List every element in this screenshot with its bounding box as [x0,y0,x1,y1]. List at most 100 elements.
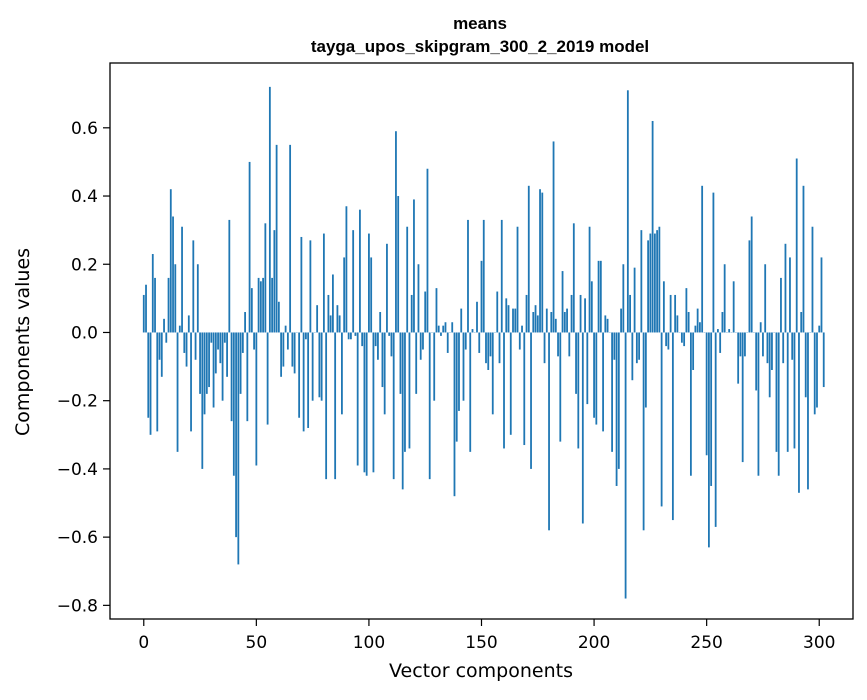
x-tick-label: 50 [246,633,268,653]
bar [186,332,188,366]
bar [251,288,253,332]
bar [172,217,174,333]
y-tick-label: 0.6 [71,119,98,139]
bar [406,227,408,333]
bar [481,261,483,333]
bar [346,206,348,332]
bar [496,292,498,333]
bar [706,332,708,455]
bar [287,332,289,349]
bar [616,332,618,486]
bar [373,332,375,472]
bar [330,315,332,332]
bar [440,332,442,335]
bar [445,322,447,332]
bar [282,332,284,366]
bar [357,332,359,465]
bar [305,332,307,339]
bar [514,309,516,333]
chart-subtitle: tayga_upos_skipgram_300_2_2019 model [311,37,649,56]
bar [510,332,512,434]
bar [269,87,271,333]
bar [785,244,787,333]
bar [670,295,672,333]
bar [620,309,622,333]
bar [787,332,789,451]
bar [742,332,744,462]
y-tick-label: 0.2 [71,255,98,275]
bar [649,234,651,333]
bar [143,295,145,333]
bar [190,332,192,431]
bar [776,332,778,451]
bar [213,332,215,407]
bar [541,193,543,333]
bar [273,230,275,332]
bar [823,332,825,387]
bar [618,332,620,468]
bar [674,295,676,333]
bar [566,309,568,333]
bar [321,332,323,400]
bar [812,227,814,333]
bar [755,332,757,390]
y-tick-label: −0.8 [57,596,98,616]
bar [278,302,280,333]
bar [350,332,352,339]
bar [764,264,766,332]
bar [246,332,248,421]
bar [424,292,426,333]
bar [402,332,404,489]
bar [199,332,201,393]
bar [179,326,181,333]
bar [478,332,480,352]
bar [393,332,395,479]
bar [267,332,269,424]
bar [751,217,753,333]
bar [550,312,552,332]
bar [667,332,669,349]
bar [294,332,296,373]
bar [262,278,264,333]
bar [562,271,564,332]
bar [415,332,417,393]
bar [586,332,588,404]
bar [429,332,431,479]
bar [420,332,422,359]
bar [778,332,780,475]
bar [458,332,460,410]
bar [312,332,314,400]
bar [643,332,645,530]
bar [438,326,440,333]
bar [625,332,627,598]
y-tick-label: −0.6 [57,528,98,548]
bar [219,332,221,363]
bar [613,332,615,359]
bar [663,281,665,332]
x-tick-label: 300 [803,633,835,653]
bar [451,322,453,332]
bar [168,278,170,333]
bar [501,220,503,333]
bar [539,189,541,332]
bar [631,332,633,380]
bar [291,332,293,366]
bar [672,332,674,520]
bar [780,278,782,333]
bar [557,332,559,356]
bar [334,332,336,479]
bar [582,332,584,523]
bar [665,332,667,346]
bar [323,234,325,333]
bar [303,332,305,431]
bar [656,230,658,332]
bar [555,319,557,333]
bar [174,264,176,332]
bar [535,305,537,332]
bar [724,264,726,332]
bar [298,332,300,417]
bar [436,288,438,332]
bar [728,329,730,332]
